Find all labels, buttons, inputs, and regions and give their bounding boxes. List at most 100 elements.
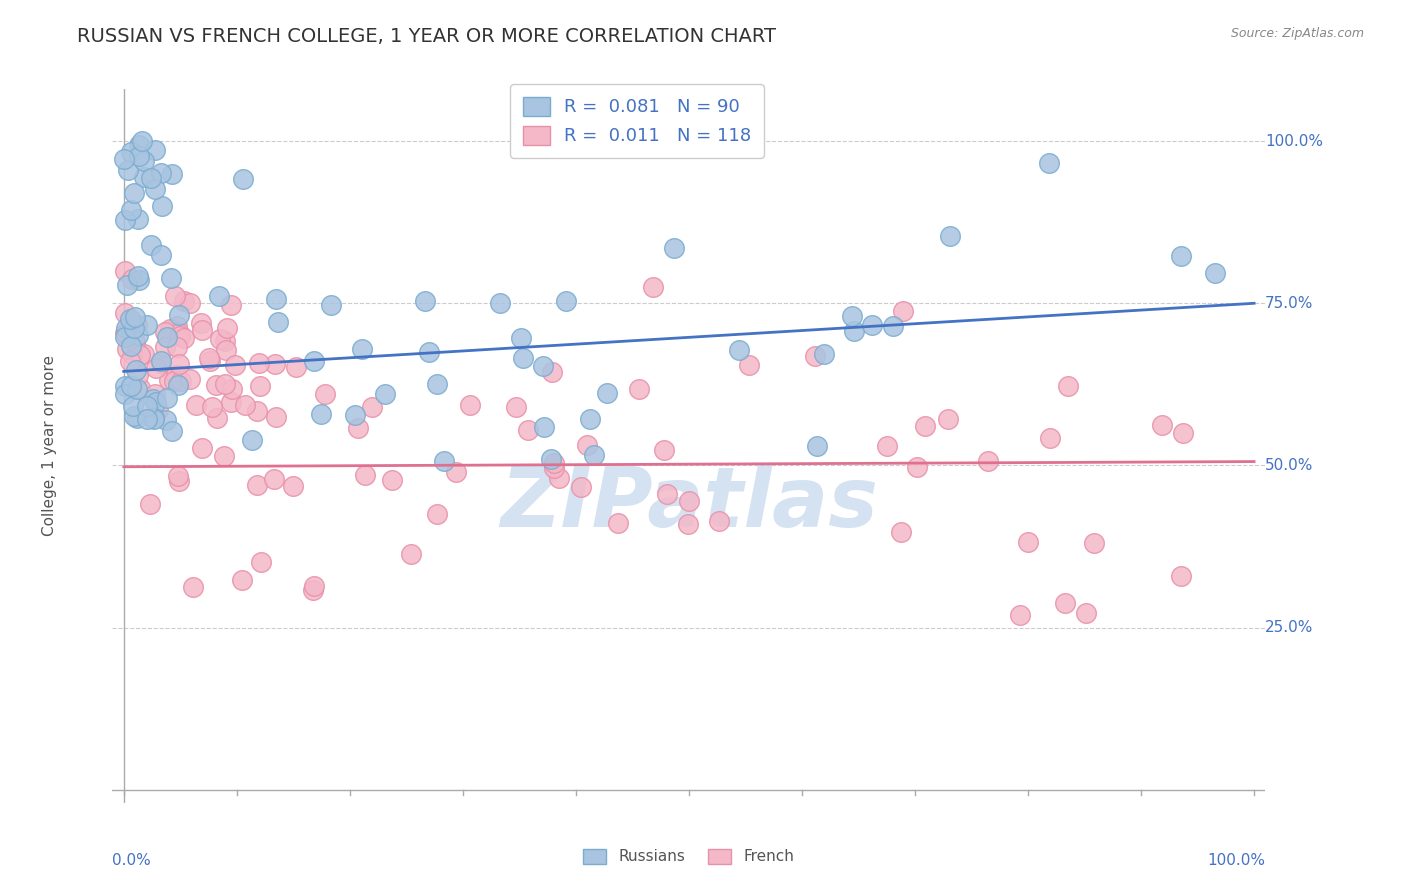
Point — [128, 138, 150, 153]
Point — [433, 454, 456, 468]
Point — [124, 335, 146, 350]
Point — [117, 277, 139, 292]
Point — [224, 358, 246, 372]
Text: 50.0%: 50.0% — [1265, 458, 1313, 473]
Point — [905, 460, 928, 475]
Point — [150, 166, 173, 180]
Point — [114, 152, 136, 166]
Point — [891, 304, 914, 318]
Point — [1038, 156, 1060, 170]
Point — [114, 330, 136, 344]
Point — [167, 326, 190, 341]
Point — [115, 342, 138, 356]
Point — [1170, 568, 1192, 582]
Point — [167, 308, 190, 322]
Point — [198, 353, 221, 368]
Point — [127, 268, 149, 283]
Point — [142, 410, 165, 425]
Point — [149, 354, 172, 368]
Point — [156, 392, 179, 406]
Point — [540, 451, 562, 466]
Point — [221, 382, 243, 396]
Point — [214, 334, 236, 349]
Point — [135, 318, 157, 332]
Point — [132, 170, 155, 185]
Point — [458, 398, 481, 412]
Point — [343, 408, 366, 422]
Point — [804, 349, 827, 363]
Point — [142, 392, 165, 407]
Point — [120, 339, 142, 353]
Point — [129, 381, 152, 395]
Point — [114, 264, 136, 278]
Point — [167, 469, 190, 483]
Point — [676, 517, 699, 532]
Point — [217, 320, 239, 334]
Point — [205, 378, 228, 392]
Point — [127, 327, 149, 342]
Point — [533, 420, 555, 434]
Point — [583, 448, 606, 462]
Point — [302, 582, 325, 597]
Point — [125, 410, 148, 425]
Point — [505, 400, 527, 414]
Point — [214, 376, 236, 391]
Point — [1056, 378, 1078, 392]
Point — [488, 296, 510, 310]
Point — [166, 340, 188, 354]
Point — [139, 171, 162, 186]
Point — [128, 149, 150, 163]
Point — [120, 379, 142, 393]
Point — [652, 442, 675, 457]
Point — [156, 330, 179, 344]
Point — [208, 332, 231, 346]
Point — [860, 318, 883, 332]
Point — [135, 412, 157, 426]
Point — [347, 420, 370, 434]
Point — [120, 145, 142, 160]
Point — [219, 298, 242, 312]
Point — [114, 326, 136, 341]
Text: 0.0%: 0.0% — [112, 853, 152, 868]
Point — [121, 271, 143, 285]
Point — [153, 340, 176, 354]
Point — [246, 478, 269, 492]
Text: 100.0%: 100.0% — [1208, 853, 1265, 868]
Point — [132, 347, 155, 361]
Point — [125, 318, 148, 333]
Point — [235, 398, 257, 412]
Point — [579, 411, 602, 425]
Point — [444, 465, 467, 479]
Point — [118, 312, 141, 326]
Point — [124, 310, 146, 324]
Point — [198, 351, 221, 365]
Point — [1074, 606, 1097, 620]
Point — [183, 580, 205, 594]
Point — [249, 555, 271, 569]
Point — [127, 368, 149, 382]
Text: RUSSIAN VS FRENCH COLLEGE, 1 YEAR OR MORE CORRELATION CHART: RUSSIAN VS FRENCH COLLEGE, 1 YEAR OR MOR… — [77, 27, 776, 45]
Point — [125, 318, 148, 332]
Point — [596, 385, 619, 400]
Point — [169, 474, 191, 488]
Point — [169, 329, 191, 343]
Point — [145, 395, 167, 409]
Point — [1083, 535, 1105, 549]
Point — [179, 372, 201, 386]
Point — [215, 343, 238, 357]
Legend: Russians, French: Russians, French — [574, 839, 804, 873]
Point — [1017, 535, 1039, 549]
Point — [627, 382, 650, 396]
Text: 75.0%: 75.0% — [1265, 296, 1313, 310]
Point — [114, 386, 136, 401]
Point — [304, 353, 326, 368]
Point — [159, 322, 181, 336]
Point — [728, 343, 751, 357]
Point — [162, 167, 184, 181]
Point — [976, 454, 998, 468]
Point — [160, 425, 183, 439]
Point — [145, 387, 167, 401]
Point — [127, 212, 149, 227]
Point — [122, 186, 145, 200]
Point — [201, 400, 224, 414]
